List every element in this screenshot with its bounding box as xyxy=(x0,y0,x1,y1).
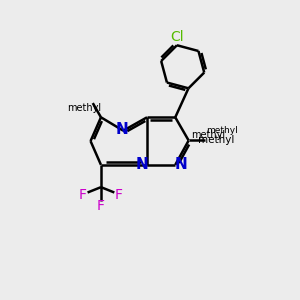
Text: methyl: methyl xyxy=(206,126,238,135)
Text: F: F xyxy=(97,200,105,214)
Text: F: F xyxy=(115,188,123,202)
Text: methyl: methyl xyxy=(198,136,235,146)
Text: Cl: Cl xyxy=(170,30,184,44)
Text: methyl: methyl xyxy=(191,130,225,140)
Text: methyl: methyl xyxy=(68,103,102,113)
Text: F: F xyxy=(79,188,87,202)
Text: N: N xyxy=(174,158,187,172)
Text: N: N xyxy=(135,158,148,172)
Text: N: N xyxy=(116,122,128,137)
